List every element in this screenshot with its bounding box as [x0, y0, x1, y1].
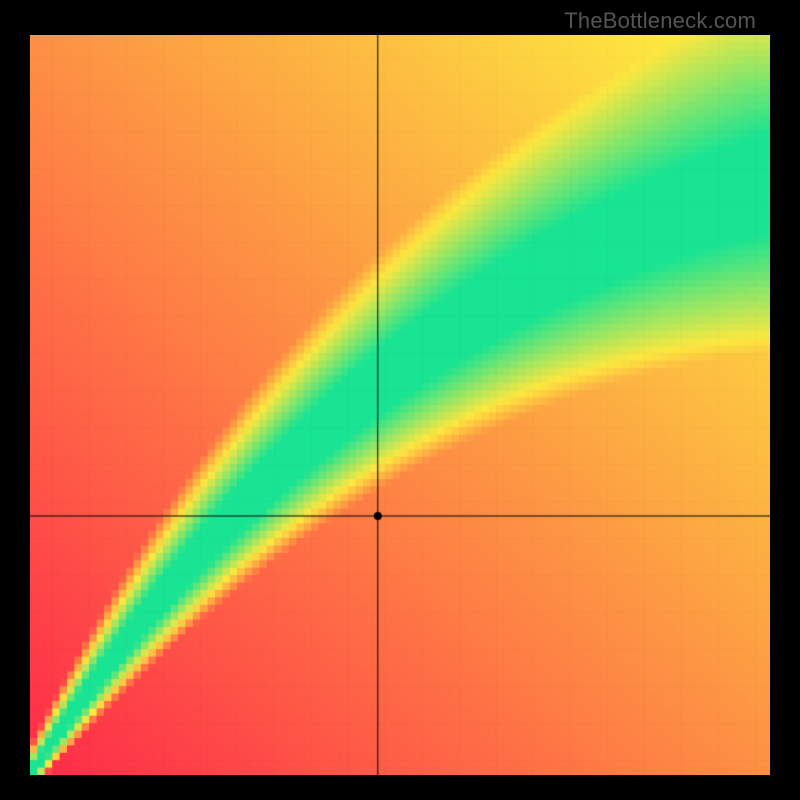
watermark-text: TheBottleneck.com: [564, 8, 756, 34]
heatmap-canvas: [30, 35, 770, 775]
heatmap-plot: [30, 35, 770, 775]
chart-container: TheBottleneck.com: [0, 0, 800, 800]
